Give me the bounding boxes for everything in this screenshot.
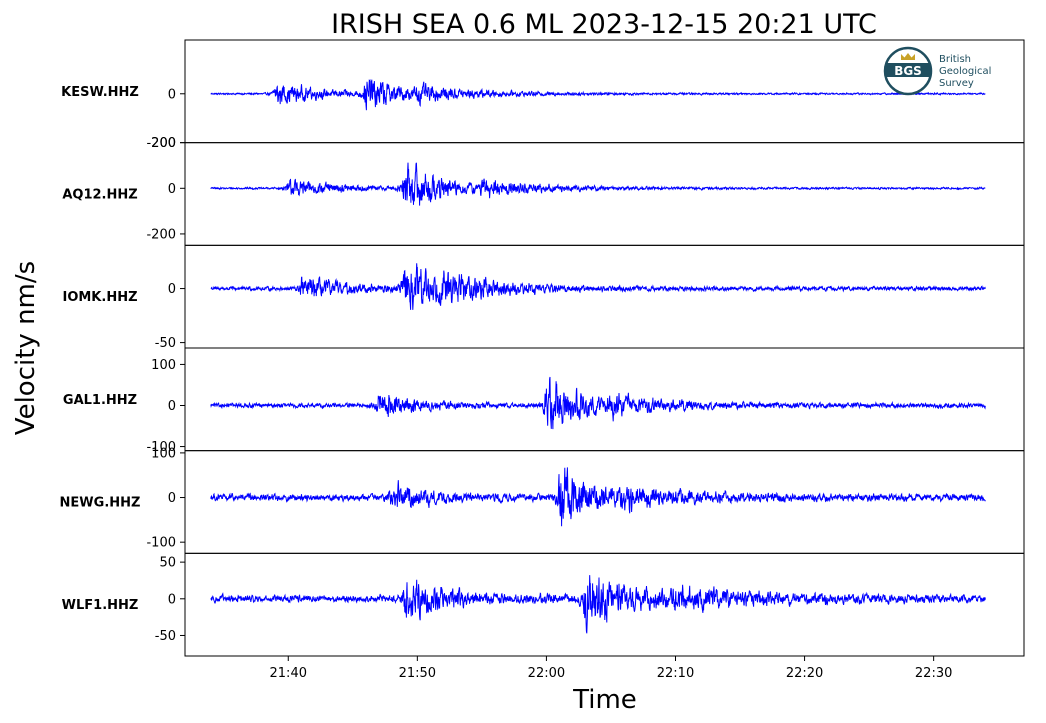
logo-line-3: Survey [939, 78, 974, 89]
y-tick-label: 0 [168, 87, 176, 102]
x-tick-label: 21:40 [270, 666, 307, 681]
y-tick-label: -50 [155, 629, 176, 644]
logo-line-2: Geological [939, 66, 991, 77]
panel-frame [184, 552, 1025, 657]
trace-panel: 200 0 -200 AQ12.HHZ [62, 136, 1025, 246]
y-tick-label: -50 [155, 336, 176, 351]
y-tick-label: 0 [168, 282, 176, 297]
y-tick-label: 50 [159, 556, 176, 571]
x-tick-label: 22:10 [657, 666, 694, 681]
trace-line [210, 376, 986, 430]
panel-frame [184, 142, 1025, 246]
trace-panel: 100 0 -100 GAL1.HHZ [63, 347, 1025, 455]
x-tick-label: 22:20 [786, 666, 823, 681]
station-label: NEWG.HHZ [60, 496, 141, 511]
x-axis: 21:40 21:50 22:00 22:10 22:20 22:30 [270, 656, 952, 681]
trace-line [210, 162, 986, 206]
y-tick-label: -200 [146, 136, 176, 151]
logo-band [886, 63, 930, 77]
station-label: AQ12.HHZ [62, 188, 137, 203]
trace-panel: 100 0 -100 NEWG.HHZ [60, 446, 1025, 554]
x-tick-label: 21:50 [399, 666, 436, 681]
trace-panels: 0 -200 KESW.HHZ 200 0 -200 AQ12.HHZ 0 -50 IOMK.HH… [60, 39, 1025, 657]
station-label: GAL1.HHZ [63, 393, 137, 408]
logo-badge-text: BGS [894, 64, 922, 78]
station-label: WLF1.HHZ [62, 598, 139, 613]
x-axis-label: Time [572, 685, 637, 715]
x-tick-label: 22:00 [528, 666, 565, 681]
panel-frame [184, 244, 1025, 349]
x-tick-label: 22:30 [915, 666, 952, 681]
station-label: KESW.HHZ [61, 85, 139, 100]
bgs-logo: BGS British Geological Survey [883, 46, 991, 96]
y-tick-label: 0 [168, 592, 176, 607]
trace-line [210, 79, 986, 111]
y-tick-label: 200 [151, 136, 176, 151]
y-tick-label: 100 [151, 358, 176, 373]
station-label: IOMK.HHZ [62, 290, 137, 305]
y-tick-label: 0 [168, 182, 176, 197]
y-tick-label: 0 [168, 399, 176, 414]
trace-line [210, 263, 986, 310]
y-tick-label: 100 [151, 446, 176, 461]
trace-panel: 0 -200 KESW.HHZ [61, 39, 1025, 151]
panel-frame [184, 347, 1025, 452]
y-axis-label: Velocity nm/s [11, 261, 41, 435]
y-tick-label: -200 [146, 227, 176, 242]
y-tick-label: -100 [146, 536, 176, 551]
chart-title: IRISH SEA 0.6 ML 2023-12-15 20:21 UTC [331, 9, 877, 40]
trace-line [210, 575, 986, 634]
trace-panel: 50 0 -50 WLF1.HHZ [62, 552, 1025, 657]
crown-icon [901, 53, 915, 60]
trace-line [210, 467, 986, 527]
trace-panel: 0 -50 IOMK.HHZ [62, 244, 1025, 351]
logo-line-1: British [939, 54, 971, 65]
y-tick-label: -100 [146, 440, 176, 455]
y-tick-label: 0 [168, 491, 176, 506]
